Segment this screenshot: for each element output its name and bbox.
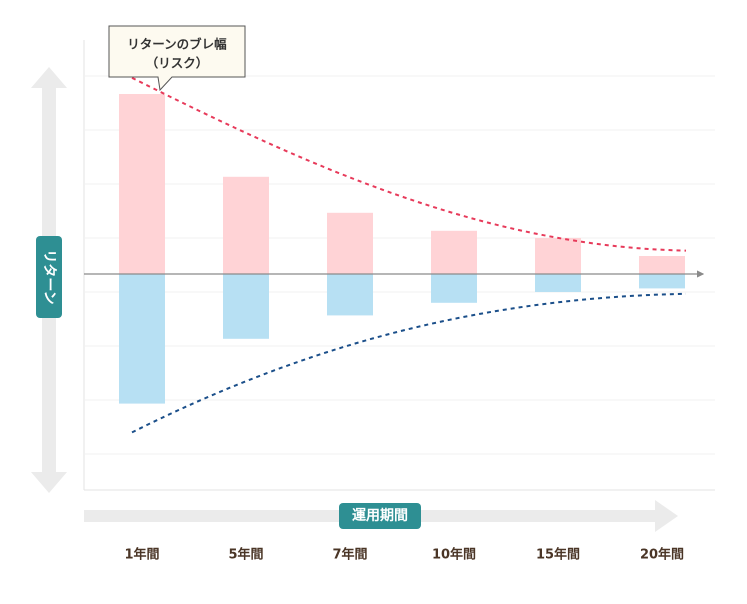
- x-tick-label: 7年間: [332, 547, 367, 563]
- lower-risk-curve: [131, 292, 687, 434]
- bar-negative: [327, 274, 373, 316]
- bar-negative: [431, 274, 477, 303]
- xlabel: 運用期間: [352, 508, 408, 524]
- bar-negative: [119, 274, 165, 404]
- risk-callout-line2: （リスク）: [146, 56, 209, 71]
- ylabel: リターン: [41, 249, 57, 304]
- x-tick-labels: 1年間 5年間 7年間 10年間 15年間 20年間: [124, 547, 684, 563]
- bar-negative: [639, 274, 685, 289]
- bar-positive: [535, 238, 581, 274]
- bar-negative: [223, 274, 269, 339]
- grid-lines: [84, 75, 715, 455]
- x-tick-label: 1年間: [124, 547, 159, 563]
- bars: [119, 94, 685, 404]
- bar-negative: [535, 274, 581, 292]
- risk-callout-line1: リターンのブレ幅: [127, 37, 227, 52]
- xlabel-badge: 運用期間: [339, 503, 421, 529]
- risk-callout-box: [108, 25, 246, 92]
- x-tick-label: 20年間: [640, 547, 684, 563]
- x-tick-label: 15年間: [536, 547, 580, 563]
- x-tick-label: 10年間: [432, 547, 476, 563]
- upper-risk-curve: [131, 76, 687, 252]
- bar-positive: [327, 212, 373, 274]
- bar-positive: [431, 230, 477, 274]
- risk-callout: リターンのブレ幅 （リスク）: [108, 25, 246, 92]
- bar-positive: [119, 94, 165, 274]
- ylabel-badge: リターン: [36, 236, 62, 318]
- x-tick-label: 5年間: [228, 547, 263, 563]
- bar-positive: [639, 256, 685, 274]
- bar-positive: [223, 176, 269, 274]
